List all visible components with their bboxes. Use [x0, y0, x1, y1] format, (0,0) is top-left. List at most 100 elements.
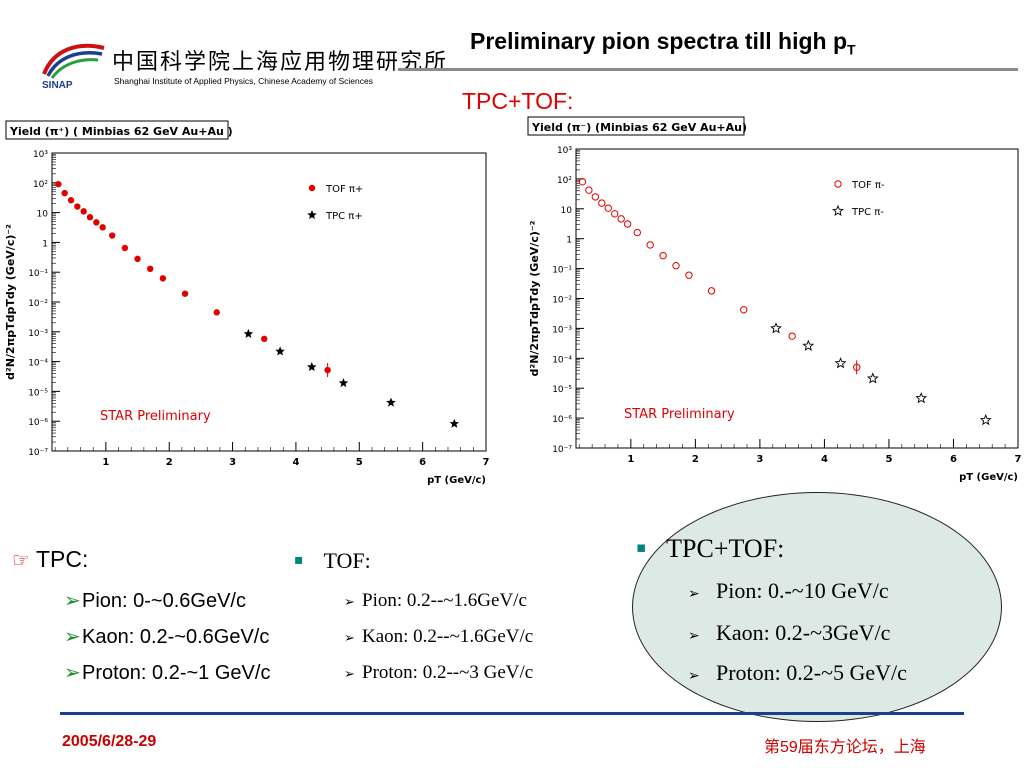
arrow-bullet-icon: ➢ — [64, 660, 81, 684]
data-point — [108, 232, 116, 239]
chart-title-box — [5, 120, 229, 140]
sinap-logo-icon — [42, 43, 105, 79]
footer-divider — [60, 712, 964, 715]
combined-heading-text: TPC+TOF: — [666, 534, 785, 563]
data-point — [623, 220, 632, 228]
y-tick-label: 10⁻⁶ — [552, 415, 572, 425]
data-point — [617, 215, 625, 223]
data-point — [386, 397, 396, 407]
data-point — [646, 241, 654, 249]
data-point — [61, 189, 68, 197]
data-point — [134, 255, 141, 263]
y-tick-label: 10⁻⁷ — [552, 445, 572, 455]
list-item: ➢ Kaon: 0.2--~1.6GeV/c — [344, 626, 533, 648]
list-item-text: Kaon: 0.2--~1.6GeV/c — [362, 626, 534, 647]
square-bullet-icon: ▪ — [636, 538, 647, 556]
list-item-text: Pion: 0.2--~1.6GeV/c — [362, 590, 527, 611]
data-point — [633, 228, 641, 237]
x-tick-label: 6 — [950, 454, 957, 465]
institute-name-chinese: 中国科学院上海应用物理研究所 — [112, 50, 449, 75]
legend-marker — [834, 180, 842, 188]
data-point — [213, 309, 220, 316]
y-tick-label: 10⁻⁵ — [28, 388, 48, 398]
data-point — [834, 357, 847, 369]
data-point — [578, 178, 587, 186]
y-tick-label: 10² — [33, 180, 48, 190]
x-tick-label: 2 — [692, 454, 699, 465]
institute-name-english: Shanghai Institute of Applied Physics, C… — [114, 76, 373, 86]
arrow-bullet-icon: ➢ — [688, 586, 700, 602]
pointing-hand-icon: ☞ — [12, 548, 30, 572]
data-point — [866, 372, 879, 384]
legend-marker — [308, 184, 316, 192]
legend-label: TPC π+ — [325, 211, 363, 222]
data-point — [338, 378, 349, 388]
star-preliminary-label: STAR Preliminary — [100, 409, 211, 424]
data-point — [770, 322, 782, 334]
data-point — [181, 290, 189, 297]
data-point — [449, 418, 460, 428]
legend-label: TOF π+ — [325, 184, 363, 195]
combined-heading: ▪ TPC+TOF: — [636, 534, 784, 564]
data-point — [55, 180, 62, 188]
y-tick-label: 10⁻² — [28, 299, 48, 309]
list-item-text: Proton: 0.2-~5 GeV/c — [716, 660, 907, 685]
data-point — [275, 346, 285, 356]
slide-title-text: Preliminary pion spectra till high p — [470, 28, 848, 54]
x-tick-label: 1 — [102, 457, 109, 468]
data-point — [159, 275, 167, 282]
y-tick-label: 10³ — [557, 146, 572, 156]
chart-title: Yield (π⁺) ( Minbias 62 GeV Au+Au ) — [9, 125, 233, 138]
legend-label: TPC π- — [851, 207, 884, 218]
x-tick-label: 3 — [229, 457, 236, 468]
list-item: ➢ Pion: 0.2--~1.6GeV/c — [344, 590, 527, 612]
list-item-text: Pion: 0-~0.6GeV/c — [82, 590, 246, 612]
star-preliminary-label: STAR Preliminary — [624, 407, 735, 422]
y-tick-label: 1 — [42, 239, 48, 249]
x-axis-label: pT (GeV/c) — [959, 472, 1018, 483]
series-1 — [770, 322, 992, 426]
arrow-bullet-icon: ➢ — [688, 668, 700, 684]
y-tick-label: 10⁻⁵ — [552, 385, 572, 395]
list-item-text: Kaon: 0.2-~0.6GeV/c — [82, 626, 270, 648]
x-tick-label: 7 — [483, 457, 490, 468]
list-item-text: Pion: 0.-~10 GeV/c — [716, 578, 889, 603]
logo-abbreviation: SINAP — [42, 80, 73, 91]
data-point — [707, 287, 716, 295]
tof-heading-text: TOF: — [323, 548, 371, 573]
data-point — [74, 203, 81, 210]
data-point — [659, 252, 667, 260]
y-tick-label: 10⁻⁷ — [28, 448, 48, 458]
data-point — [585, 186, 593, 194]
arrow-bullet-icon: ➢ — [344, 667, 355, 682]
chart-title: Yield (π⁻) (Minbias 62 GeV Au+Au) — [531, 121, 747, 134]
data-point — [261, 335, 268, 343]
x-tick-label: 7 — [1015, 454, 1022, 465]
arrow-bullet-icon: ➢ — [344, 595, 355, 610]
tpc-heading-text: TPC: — [35, 546, 89, 572]
slide-title: Preliminary pion spectra till high pT — [470, 28, 856, 58]
x-tick-label: 1 — [627, 454, 634, 465]
y-tick-label: 10² — [557, 176, 572, 186]
y-axis-label: d²N/2πpTdpTdy (GeV/c)⁻² — [528, 220, 541, 376]
data-point — [915, 392, 928, 404]
data-point — [93, 219, 100, 226]
x-tick-label: 5 — [356, 457, 363, 468]
arrow-bullet-icon: ➢ — [64, 588, 81, 612]
data-point — [121, 244, 129, 252]
pion-plus-spectrum-chart: Yield (π⁺) ( Minbias 62 GeV Au+Au ) 10³ 10… — [4, 120, 490, 486]
data-point — [67, 197, 75, 204]
chart-title-box — [527, 116, 745, 136]
plot-frame — [575, 148, 1019, 449]
y-tick-label: 1 — [566, 236, 572, 246]
data-point — [147, 265, 154, 273]
list-item: ➢ Kaon: 0.2-~3GeV/c — [688, 620, 890, 646]
x-tick-label: 6 — [419, 457, 426, 468]
logo — [40, 40, 108, 82]
y-tick-label: 10 — [37, 210, 49, 220]
list-item: ➢ Proton: 0.2--~3 GeV/c — [344, 662, 533, 684]
y-tick-label: 10⁻¹ — [552, 266, 572, 276]
list-item: ➢Proton: 0.2-~1 GeV/c — [64, 660, 270, 685]
data-point — [604, 204, 612, 212]
footer-event: 第59届东方论坛，上海 — [764, 739, 926, 756]
